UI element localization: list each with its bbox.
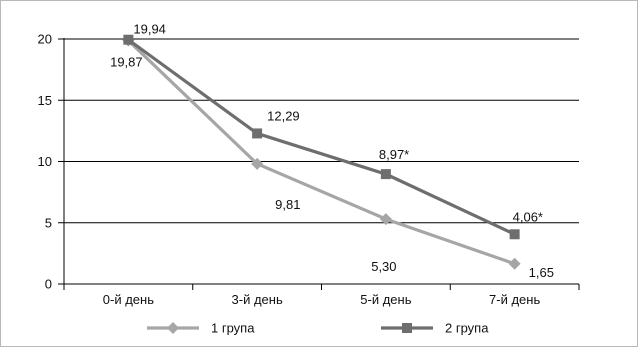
data-label: 4,06* (513, 209, 543, 224)
legend-square-marker (402, 323, 412, 333)
data-labels: 19,87 9,81 5,30 1,65 19,94 12,29 8,97* 4,06* (110, 22, 554, 280)
y-tick-label: 20 (38, 32, 52, 47)
data-label: 19,94 (133, 22, 166, 37)
legend-label: 2 група (445, 321, 489, 336)
data-point (380, 169, 391, 180)
data-point (251, 157, 264, 170)
legend-item-1: 1 група (147, 321, 255, 336)
data-label: 12,29 (267, 108, 300, 123)
legend-item-2: 2 група (381, 321, 489, 336)
data-point (252, 128, 263, 139)
y-tick-label: 0 (45, 277, 52, 292)
legend-label: 1 група (211, 321, 255, 336)
legend-diamond-marker (167, 322, 179, 334)
data-point (123, 34, 134, 45)
x-tick-label: 3-й день (232, 292, 283, 307)
data-label: 19,87 (110, 55, 143, 70)
series-lines (122, 34, 521, 270)
x-tick-label: 7-й день (489, 292, 540, 307)
data-label: 1,65 (529, 265, 554, 280)
y-tick-label: 10 (38, 154, 52, 169)
x-tick-label: 0-й день (103, 292, 154, 307)
data-point (508, 257, 521, 270)
axes: 0 5 10 15 20 0-й день 3-й день 5-й день 7-й день (38, 32, 580, 307)
y-tick-label: 15 (38, 93, 52, 108)
series-line-2 (127, 38, 516, 236)
y-tick-label: 5 (45, 215, 52, 230)
series-line-1 (127, 39, 516, 266)
legend: 1 група 2 група (147, 321, 489, 336)
data-label: 5,30 (371, 259, 396, 274)
data-label: 8,97* (379, 147, 409, 162)
data-label: 9,81 (275, 197, 300, 212)
x-tick-label: 5-й день (360, 292, 411, 307)
data-point (509, 229, 520, 240)
data-point (379, 213, 392, 226)
